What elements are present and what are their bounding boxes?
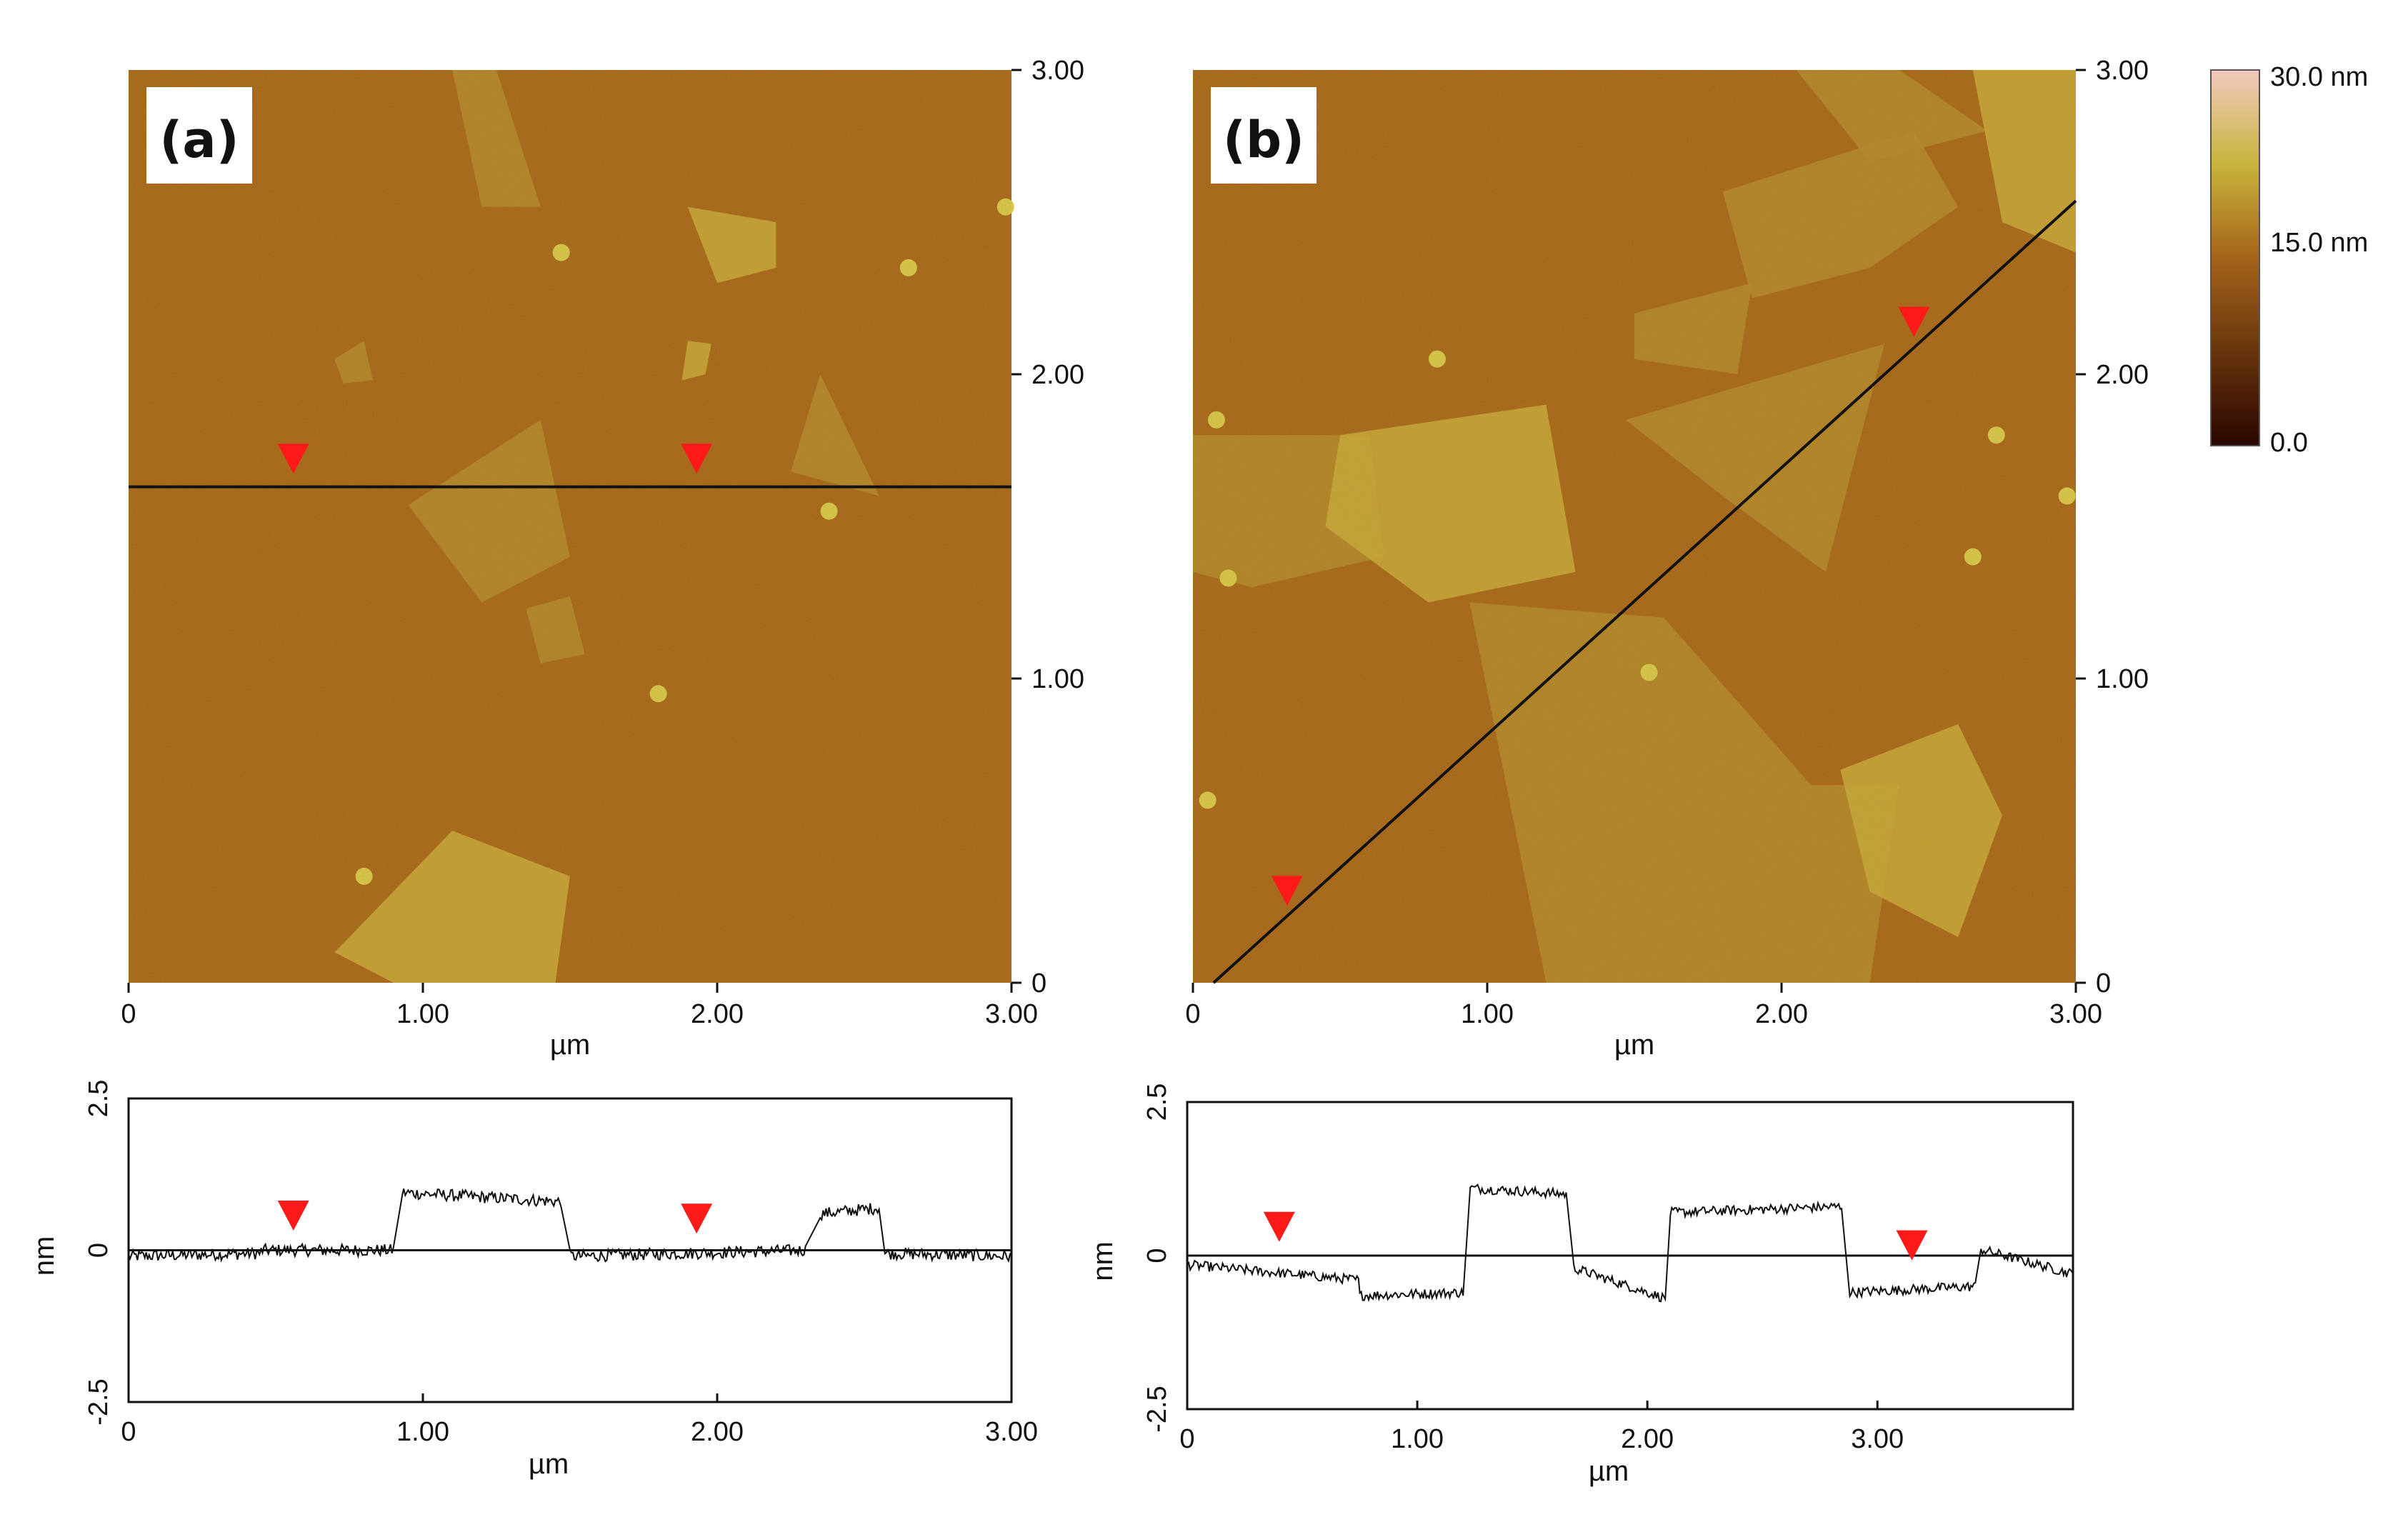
x-tick-label: 2.00 (1621, 1424, 1674, 1454)
panel-label-a: (a) (159, 111, 239, 169)
colorbar: 30.0 nm 15.0 nm 0.0 (2210, 62, 2368, 458)
y-axis-label: nm (29, 1236, 60, 1276)
x-tick-label: 0 (121, 1417, 136, 1447)
x-axis-label: µm (550, 1029, 590, 1061)
x-tick-label: 0 (1179, 1424, 1194, 1454)
cursor-marker-2 (1898, 306, 1930, 337)
y-tick-label: 0 (2096, 968, 2111, 998)
colorbar-label-mid: 15.0 nm (2270, 228, 2368, 258)
y-tick-label: 0 (1031, 968, 1046, 998)
profile-marker-1 (1263, 1211, 1295, 1242)
image-texture (129, 70, 1011, 983)
x-tick-label: 3.00 (1851, 1424, 1904, 1454)
afm-image-a: 0 0 1.00 1.00 2.00 2.00 3.00 3.00 µm (121, 56, 1084, 1061)
x-tick-label: 2.00 (691, 999, 744, 1029)
x-tick-label: 3.00 (985, 1417, 1038, 1447)
colorbar-label-max: 30.0 nm (2270, 62, 2368, 92)
x-tick-label: 1.00 (396, 1417, 449, 1447)
x-axis-label: µm (1589, 1456, 1629, 1487)
x-axis-label: µm (1614, 1029, 1654, 1061)
y-tick-label: 2.5 (1142, 1083, 1172, 1121)
y-tick-label: 0 (1142, 1248, 1172, 1263)
y-tick-label: 1.00 (2096, 664, 2149, 694)
scan-line (1212, 199, 2077, 984)
profile-marker-1 (277, 1201, 309, 1231)
y-tick-label: 0 (84, 1243, 114, 1258)
cursor-marker-2 (681, 444, 713, 474)
y-tick-label: 2.00 (1031, 360, 1084, 390)
panel-label-b: (b) (1223, 111, 1304, 169)
x-tick-label: 1.00 (1391, 1424, 1444, 1454)
x-tick-label: 3.00 (2049, 999, 2102, 1029)
x-tick-label: 1.00 (396, 999, 449, 1029)
y-tick-label: -2.5 (1142, 1386, 1172, 1432)
x-axis-label: µm (529, 1448, 569, 1480)
panel-label-a-box: (a) (146, 87, 252, 184)
x-tick-label: 2.00 (1755, 999, 1808, 1029)
panel-label-b-box: (b) (1211, 87, 1317, 184)
x-tick-label: 2.00 (691, 1417, 744, 1447)
y-tick-label: -2.5 (84, 1378, 114, 1425)
y-tick-label: 2.5 (84, 1080, 114, 1118)
y-tick-label: 3.00 (2096, 56, 2149, 86)
y-axis-label: nm (1087, 1241, 1119, 1281)
x-tick-label: 1.00 (1461, 999, 1514, 1029)
profile-marker-2 (681, 1203, 713, 1234)
x-tick-label: 0 (1185, 999, 1200, 1029)
image-texture (1193, 70, 2076, 983)
y-tick-label: 3.00 (1031, 56, 1084, 86)
profile-trace (128, 1188, 1012, 1263)
profile-marker-2 (1896, 1230, 1928, 1261)
cursor-marker-1 (277, 444, 309, 474)
profile-trace (1186, 1183, 2074, 1303)
colorbar-label-min: 0.0 (2270, 428, 2308, 458)
cursor-marker-1 (1271, 876, 1303, 906)
x-tick-label: 0 (121, 999, 136, 1029)
y-tick-label: 2.00 (2096, 360, 2149, 390)
afm-image-b: 0 0 1.00 1.00 2.00 2.00 3.00 3.00 µm (1185, 56, 2149, 1061)
y-tick-label: 1.00 (1031, 664, 1084, 694)
colorbar-gradient (2210, 69, 2260, 446)
x-tick-label: 3.00 (985, 999, 1038, 1029)
